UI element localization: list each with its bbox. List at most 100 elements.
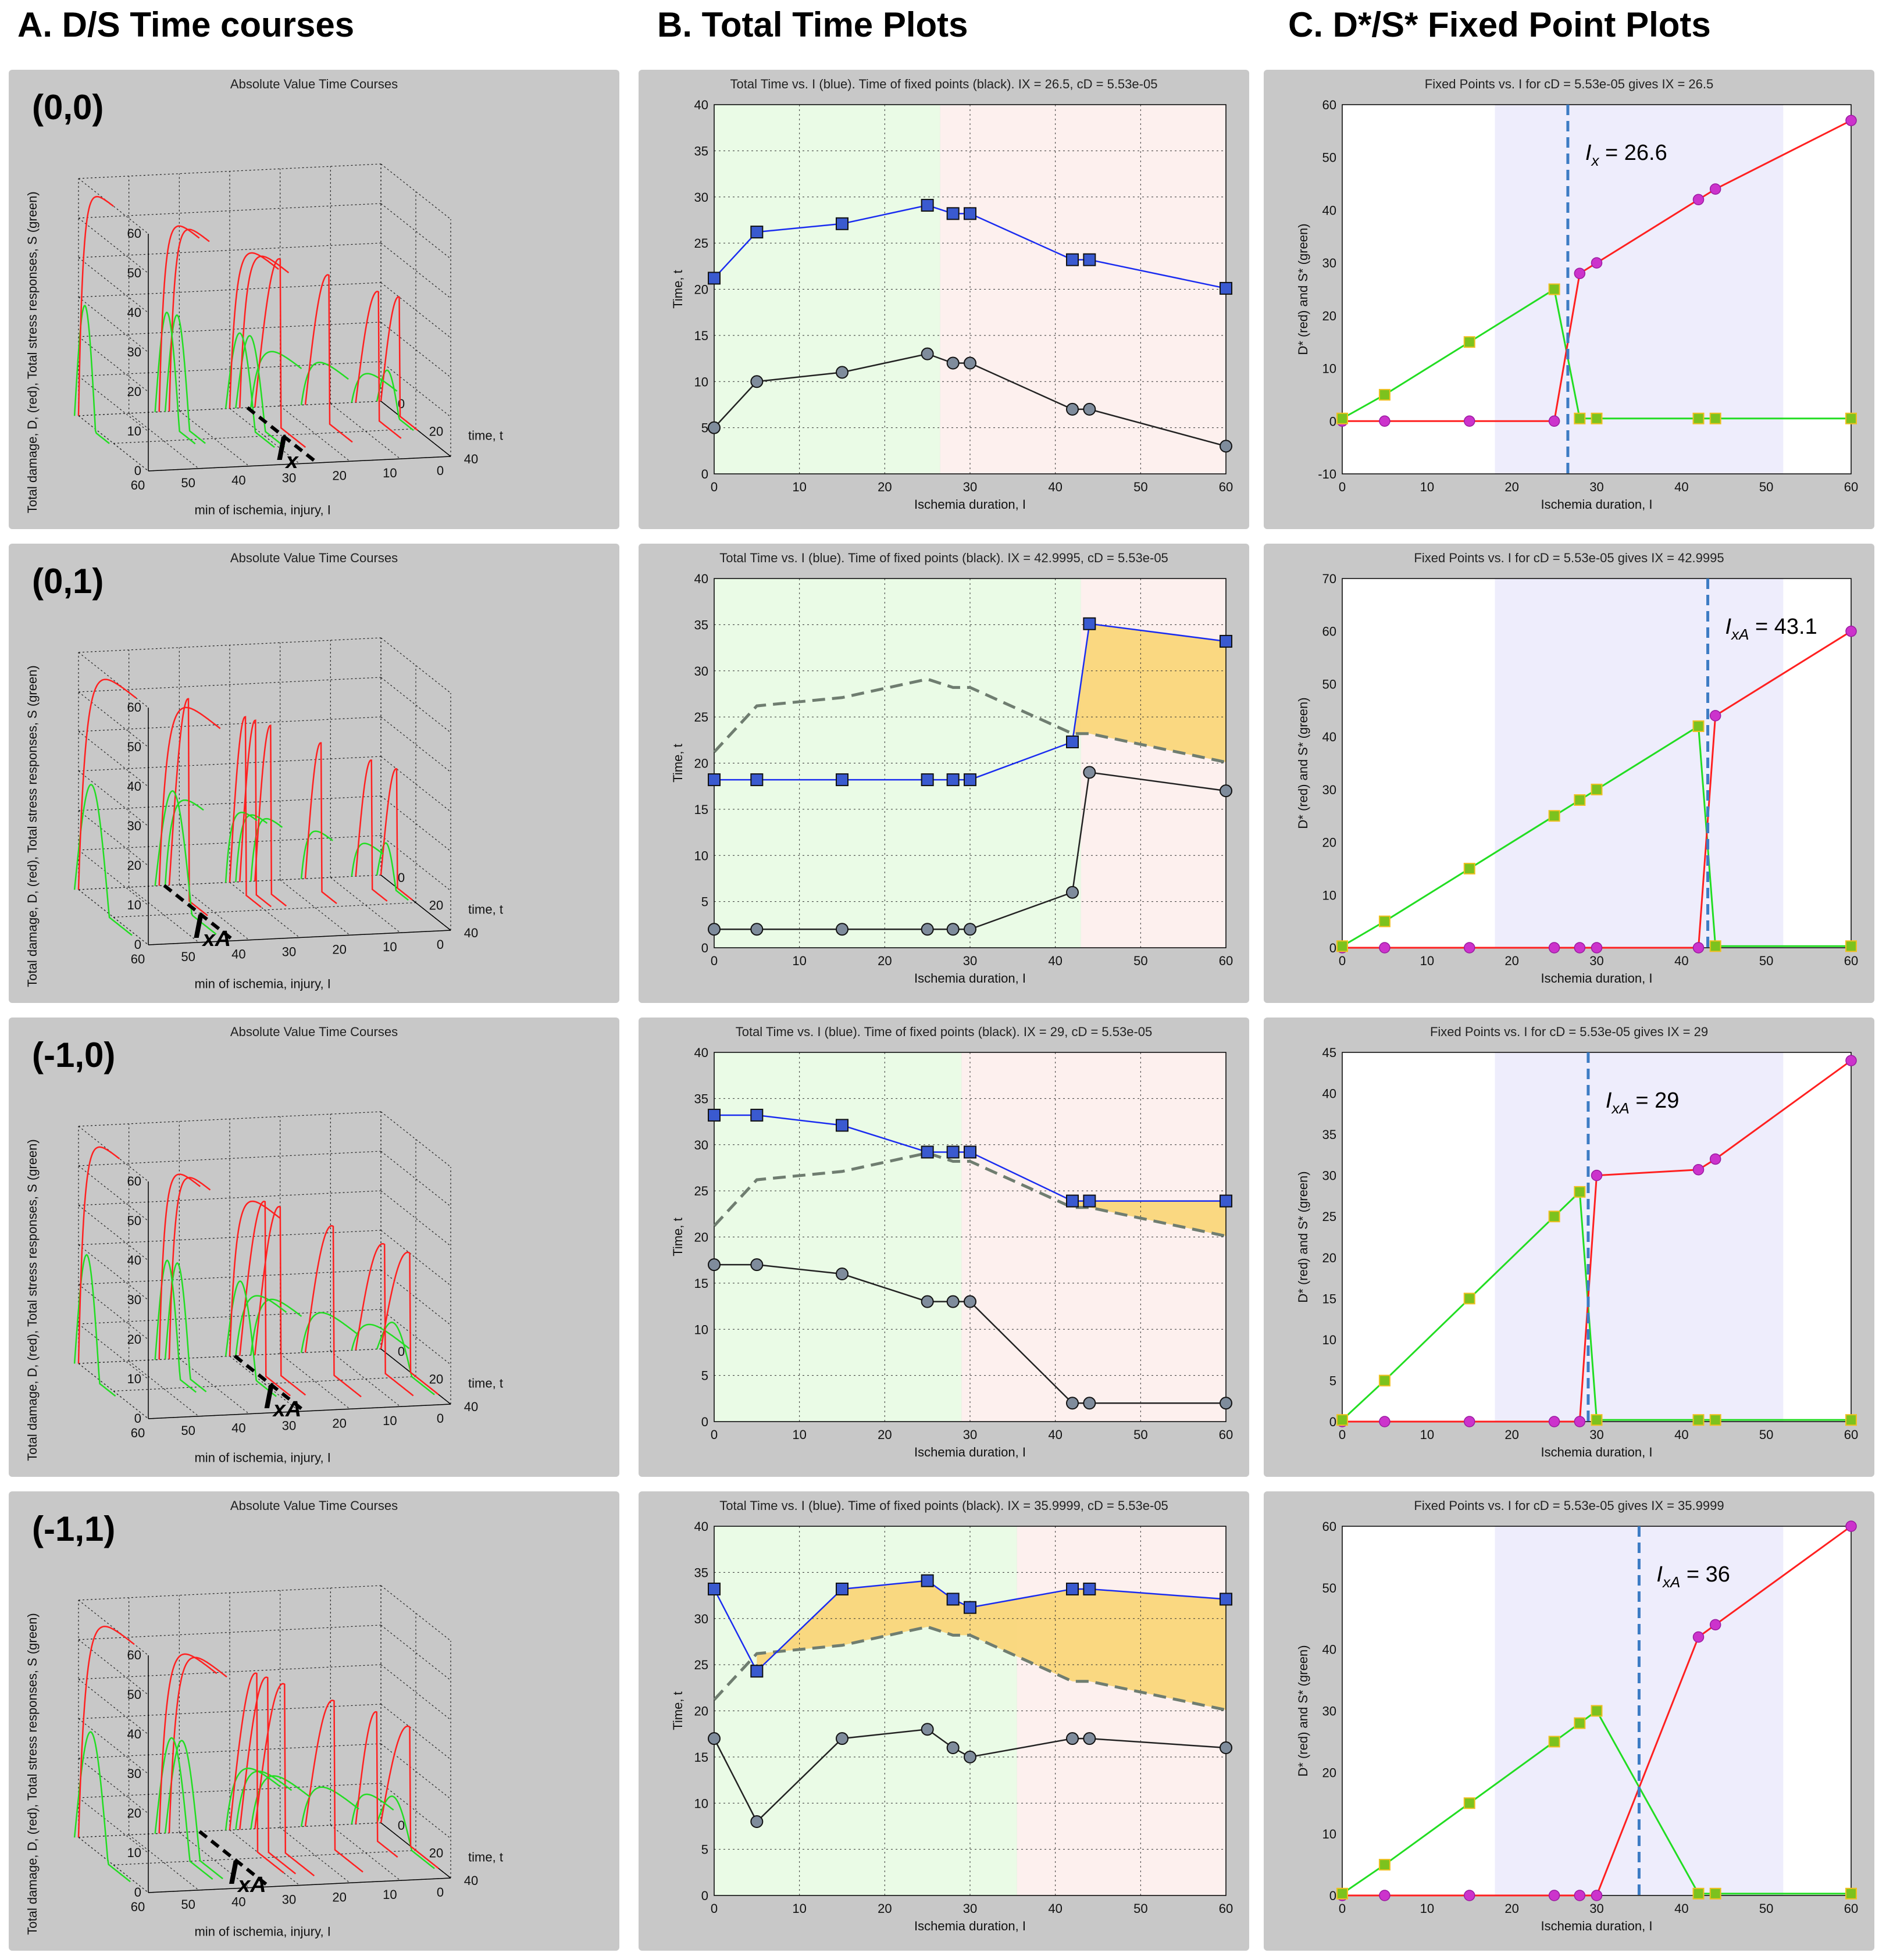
threshold-label: Ix xyxy=(276,430,299,473)
shaded-area xyxy=(757,1580,1226,1710)
z-tick-label: 30 xyxy=(127,1293,141,1307)
fixed-time-point xyxy=(964,1750,976,1763)
threshold-label: IxA xyxy=(229,1854,266,1897)
i-tick-label: 30 xyxy=(282,1419,296,1433)
d-star-point xyxy=(1574,1416,1586,1427)
s-star-point xyxy=(1845,1887,1857,1900)
wall-grid-line xyxy=(78,282,382,298)
plot-frame xyxy=(714,1052,1227,1422)
d-star-point xyxy=(1845,115,1857,126)
x-tick-label: 0 xyxy=(711,1901,718,1916)
z-tick-label: 50 xyxy=(127,1687,141,1702)
floor-grid-line xyxy=(129,1834,199,1891)
i-axis-label: min of ischemia, injury, I xyxy=(194,503,330,517)
y-tick-label: 40 xyxy=(694,572,708,586)
d-star-point xyxy=(1379,1890,1391,1901)
stress-curve xyxy=(376,842,409,901)
damage-curve xyxy=(355,1243,414,1397)
i-tick-label: 50 xyxy=(181,949,195,964)
i-axis-label: min of ischemia, injury, I xyxy=(194,977,330,991)
i-tick-label: 0 xyxy=(437,1411,444,1426)
x-tick-label: 20 xyxy=(878,1427,892,1442)
total-time-point xyxy=(964,773,976,787)
total-time-point xyxy=(964,207,976,220)
panel-b-svg: Total Time vs. I (blue). Time of fixed p… xyxy=(671,1498,1233,1933)
panel-b-title: Total Time vs. I (blue). Time of fixed p… xyxy=(730,77,1158,91)
floor-grid-line xyxy=(129,887,199,943)
s-star-point xyxy=(1692,1887,1705,1900)
floor-grid-line xyxy=(280,1353,351,1409)
y-tick-label: 50 xyxy=(1322,1581,1336,1595)
y-tick-label: 25 xyxy=(694,710,708,724)
i-tick-label: 40 xyxy=(231,473,245,488)
z-tick-label: 20 xyxy=(127,384,141,399)
d-star-point xyxy=(1709,710,1721,722)
s-star-point xyxy=(1463,1293,1475,1305)
damage-curve xyxy=(77,1146,120,1364)
z-tick-label: 0 xyxy=(134,463,141,478)
y-tick-label: 25 xyxy=(694,1184,708,1198)
wall-grid-line xyxy=(380,242,451,299)
damage-curve xyxy=(229,1672,284,1874)
s-star-point xyxy=(1591,1705,1603,1717)
wall-grid-line xyxy=(78,1758,149,1814)
y-tick-label: 35 xyxy=(694,1565,708,1580)
y-tick-label: 35 xyxy=(1322,1127,1336,1142)
s-star-point xyxy=(1591,1414,1603,1426)
floor-grid-line xyxy=(113,428,416,444)
s-star-point xyxy=(1378,915,1391,927)
total-time-point xyxy=(1066,1582,1079,1595)
z-tick-label: 20 xyxy=(127,1806,141,1820)
wall-grid-line xyxy=(380,1269,451,1326)
wall-grid-line xyxy=(78,178,149,234)
total-time-point xyxy=(750,226,764,239)
stress-curve xyxy=(300,830,333,879)
t-tick-label: 40 xyxy=(464,926,478,940)
floor-grid-line xyxy=(113,1376,416,1392)
stress-curve xyxy=(73,784,133,936)
total-time-point xyxy=(1220,1194,1232,1208)
total-time-point xyxy=(964,1601,976,1614)
damage-curve xyxy=(158,225,200,412)
panel-c-title: Fixed Points vs. I for cD = 5.53e-05 giv… xyxy=(1430,1024,1708,1039)
y-tick-label: 10 xyxy=(694,1322,708,1337)
t-axis-label: time, t xyxy=(468,902,503,916)
wall-grid-line xyxy=(78,731,149,787)
total-time-point xyxy=(946,207,960,220)
floor-grid-line xyxy=(129,1361,199,1417)
floor-grid-line xyxy=(280,879,351,936)
stress-curve xyxy=(351,842,384,877)
z-tick-label: 30 xyxy=(127,1766,141,1781)
i-tick-label: 0 xyxy=(437,463,444,478)
injury-region xyxy=(961,1052,1226,1422)
y-tick-label: -10 xyxy=(1318,467,1336,481)
y-tick-label: 10 xyxy=(694,374,708,389)
threshold-annotation: IxA = 43.1 xyxy=(1725,615,1817,643)
wall-grid-line xyxy=(78,1190,382,1206)
t-axis-label: time, t xyxy=(468,428,503,442)
y-tick-label: 45 xyxy=(1322,1045,1336,1060)
x-tick-label: 0 xyxy=(1339,480,1346,494)
y-tick-label: 15 xyxy=(1322,1291,1336,1306)
stress-curve xyxy=(300,1786,359,1827)
i-tick-label: 0 xyxy=(437,937,444,952)
y-tick-label: 15 xyxy=(694,329,708,343)
d-star-point xyxy=(1379,1416,1391,1427)
y-tick-label: 30 xyxy=(694,1138,708,1152)
i-tick-label: 20 xyxy=(332,942,346,956)
x-tick-label: 60 xyxy=(1219,954,1233,968)
y-axis-label: Time, t xyxy=(671,744,685,782)
wall-grid-line xyxy=(78,242,382,258)
y-tick-label: 30 xyxy=(694,190,708,205)
panel-c-fixed-points: Fixed Points vs. I for cD = 5.53e-05 giv… xyxy=(1264,1018,1874,1477)
x-axis-label: Ischemia duration, I xyxy=(914,1445,1026,1459)
row-label: (0,0) xyxy=(32,88,104,127)
total-time-point xyxy=(946,773,960,787)
x-axis-label: Ischemia duration, I xyxy=(1541,971,1653,986)
total-time-point xyxy=(1220,281,1232,295)
x-tick-label: 50 xyxy=(1759,954,1773,968)
damage-curve xyxy=(168,1177,211,1359)
fixed-time-point xyxy=(750,923,764,936)
total-time-point xyxy=(708,773,721,787)
x-axis-label: Ischemia duration, I xyxy=(914,1919,1026,1933)
